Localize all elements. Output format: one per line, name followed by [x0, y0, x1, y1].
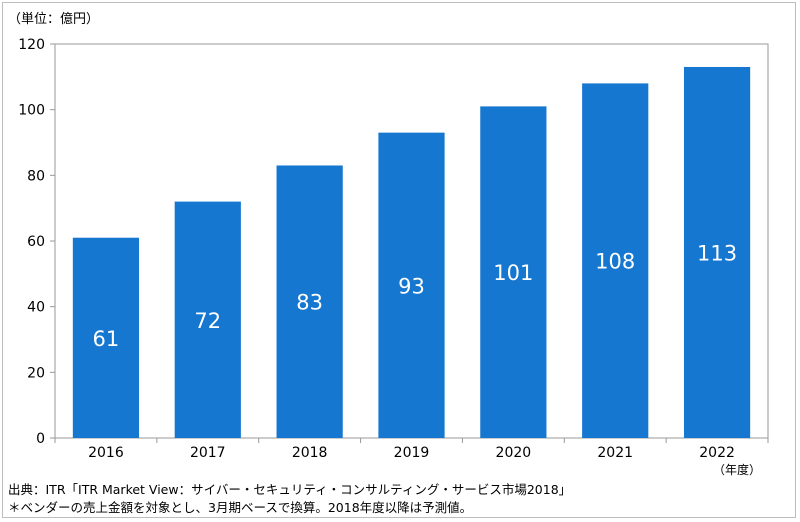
x-tick-label: 2019 [394, 445, 430, 461]
source-note: 出典：ITR「ITR Market View：サイバー・セキュリティ・コンサルテ… [8, 482, 572, 497]
y-tick-label: 40 [27, 300, 45, 316]
data-label: 61 [93, 327, 120, 351]
data-label: 113 [697, 241, 737, 265]
data-label: 93 [398, 274, 425, 298]
bar [72, 237, 140, 438]
y-tick-label: 60 [27, 234, 45, 250]
x-axis: 2016 2017 2018 2019 2020 2021 2022 [54, 438, 769, 461]
data-label: 72 [194, 309, 221, 333]
x-tick-label: 2018 [292, 445, 328, 461]
bar [378, 132, 445, 438]
footnote: ＊ベンダーの売上金額を対象とし、3月期ベースで換算。2018年度以降は予測値。 [8, 500, 473, 515]
bars-group: 61 72 83 93 101 108 113 [72, 66, 751, 439]
x-unit-label: （年度） [713, 463, 762, 477]
data-label: 101 [493, 261, 533, 285]
bar [276, 165, 343, 438]
x-tick-label: 2017 [190, 445, 226, 461]
bar [683, 66, 751, 438]
y-tick-label: 100 [18, 103, 45, 119]
y-tick-label: 0 [36, 431, 45, 447]
x-tick-label: 2021 [597, 445, 633, 461]
x-tick-label: 2016 [88, 445, 124, 461]
data-label: 108 [595, 250, 635, 274]
data-label: 83 [296, 291, 323, 315]
y-tick-label: 120 [18, 37, 45, 53]
y-tick-label: 20 [27, 365, 45, 381]
x-tick-label: 2022 [699, 445, 735, 461]
bar [174, 201, 241, 438]
bar [582, 83, 649, 439]
y-axis: 0 20 40 60 80 100 120 [18, 37, 55, 447]
x-tick-label: 2020 [496, 445, 532, 461]
y-tick-label: 80 [27, 168, 45, 184]
bar [480, 106, 547, 438]
y-unit-label: （単位：億円） [8, 12, 100, 27]
